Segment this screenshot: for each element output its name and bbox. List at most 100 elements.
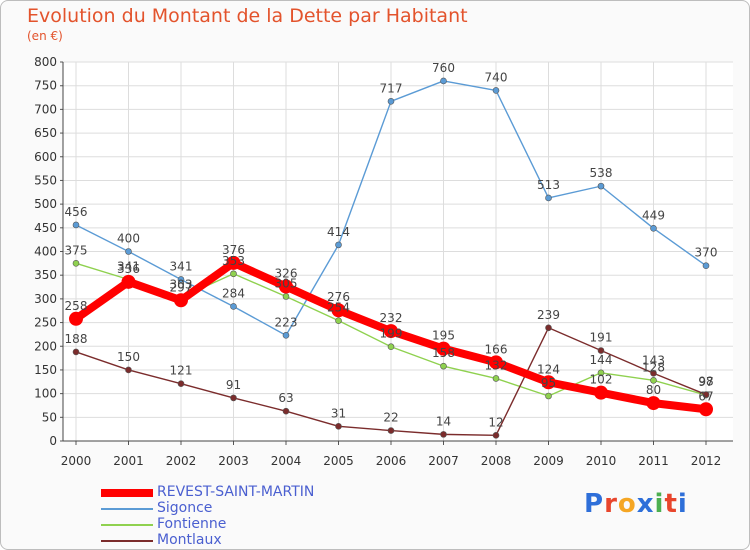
y-tick-label: 250 [34, 316, 57, 330]
data-point-fontienne [546, 393, 552, 399]
logo-letter: x [637, 489, 655, 519]
y-tick-label: 800 [34, 55, 57, 69]
data-label-sigonce: 456 [65, 205, 88, 219]
data-label-montlaux: 239 [537, 308, 560, 322]
data-label-sigonce: 370 [695, 246, 718, 260]
data-label-fontienne: 199 [380, 327, 403, 341]
data-point-revest [594, 386, 608, 400]
data-label-revest: 297 [170, 280, 193, 294]
data-point-montlaux [178, 381, 184, 387]
data-point-sigonce [126, 249, 132, 255]
data-point-montlaux [231, 395, 237, 401]
y-tick-label: 200 [34, 339, 57, 353]
plot-area: 0501001502002503003504004505005506006507… [1, 1, 750, 550]
data-label-sigonce: 400 [117, 232, 140, 246]
data-point-montlaux [126, 367, 132, 373]
data-point-montlaux [546, 325, 552, 331]
data-label-revest: 195 [432, 329, 455, 343]
x-tick-label: 2010 [586, 454, 617, 468]
data-label-fontienne: 132 [485, 358, 508, 372]
chart-frame: Evolution du Montant de la Dette par Hab… [0, 0, 750, 550]
data-point-montlaux [336, 423, 342, 429]
legend-item-sigonce[interactable]: Sigonce [101, 501, 361, 517]
data-label-montlaux: 191 [590, 331, 613, 345]
legend-item-fontienne[interactable]: Fontienne [101, 517, 361, 533]
logo-letter: i [678, 489, 688, 519]
data-label-fontienne: 95 [541, 376, 556, 390]
y-tick-label: 150 [34, 363, 57, 377]
data-point-revest [647, 396, 661, 410]
legend-swatch-montlaux [101, 540, 153, 542]
data-point-fontienne [493, 375, 499, 381]
y-tick-label: 0 [49, 434, 57, 448]
data-label-fontienne: 158 [432, 346, 455, 360]
data-point-fontienne [231, 271, 237, 277]
data-point-revest [69, 312, 83, 326]
x-tick-label: 2004 [271, 454, 302, 468]
x-tick-label: 2002 [166, 454, 197, 468]
data-label-montlaux: 98 [698, 375, 713, 389]
data-point-montlaux [388, 428, 394, 434]
data-label-sigonce: 513 [537, 178, 560, 192]
y-tick-label: 700 [34, 102, 57, 116]
legend-label-revest: REVEST-SAINT-MARTIN [157, 484, 314, 500]
data-point-sigonce [231, 303, 237, 309]
x-tick-label: 2000 [61, 454, 92, 468]
x-tick-label: 2011 [638, 454, 669, 468]
data-label-montlaux: 188 [65, 332, 88, 346]
legend-item-revest[interactable]: REVEST-SAINT-MARTIN [101, 485, 361, 501]
data-point-sigonce [336, 242, 342, 248]
legend-label-montlaux: Montlaux [157, 532, 222, 548]
logo-letter: P [584, 489, 604, 519]
logo-letter: i [655, 489, 665, 519]
data-label-montlaux: 91 [226, 378, 241, 392]
y-tick-label: 300 [34, 292, 57, 306]
legend-swatch-fontienne [101, 524, 153, 526]
data-label-montlaux: 63 [278, 391, 293, 405]
x-tick-label: 2005 [323, 454, 354, 468]
data-point-revest [122, 275, 136, 289]
logo-letter: r [604, 489, 618, 519]
data-label-sigonce: 538 [590, 166, 613, 180]
data-point-fontienne [441, 363, 447, 369]
y-tick-label: 650 [34, 126, 57, 140]
y-tick-label: 600 [34, 150, 57, 164]
data-label-revest: 326 [275, 267, 298, 281]
y-tick-label: 550 [34, 173, 57, 187]
data-label-revest: 124 [537, 362, 560, 376]
logo-letter: o [618, 489, 637, 519]
data-label-sigonce: 414 [327, 225, 350, 239]
logo-letter: t [664, 489, 677, 519]
legend-item-montlaux[interactable]: Montlaux [101, 533, 361, 549]
data-label-revest: 232 [380, 311, 403, 325]
y-tick-label: 450 [34, 221, 57, 235]
data-label-montlaux: 143 [642, 353, 665, 367]
grid-layer [63, 62, 733, 441]
data-label-revest: 102 [590, 373, 613, 387]
y-tick-label: 350 [34, 268, 57, 282]
data-label-sigonce: 760 [432, 61, 455, 75]
data-label-revest: 376 [222, 243, 245, 257]
data-point-fontienne [336, 318, 342, 324]
data-label-montlaux: 150 [117, 350, 140, 364]
x-tick-label: 2008 [481, 454, 512, 468]
data-label-revest: 80 [646, 383, 661, 397]
y-tick-label: 750 [34, 79, 57, 93]
data-point-montlaux [283, 408, 289, 414]
data-point-fontienne [388, 344, 394, 350]
y-tick-label: 500 [34, 197, 57, 211]
data-point-sigonce [651, 225, 657, 231]
data-point-montlaux [493, 432, 499, 438]
x-tick-label: 2009 [533, 454, 564, 468]
data-label-montlaux: 14 [436, 414, 451, 428]
data-label-fontienne: 144 [590, 353, 613, 367]
data-label-revest: 67 [698, 389, 713, 403]
legend-label-sigonce: Sigonce [157, 500, 212, 516]
data-label-sigonce: 223 [275, 315, 298, 329]
legend-swatch-sigonce [101, 508, 153, 510]
data-label-revest: 258 [65, 299, 88, 313]
data-label-montlaux: 31 [331, 406, 346, 420]
legend-swatch-revest [101, 489, 153, 497]
data-label-sigonce: 449 [642, 208, 665, 222]
legend-label-fontienne: Fontienne [157, 516, 226, 532]
